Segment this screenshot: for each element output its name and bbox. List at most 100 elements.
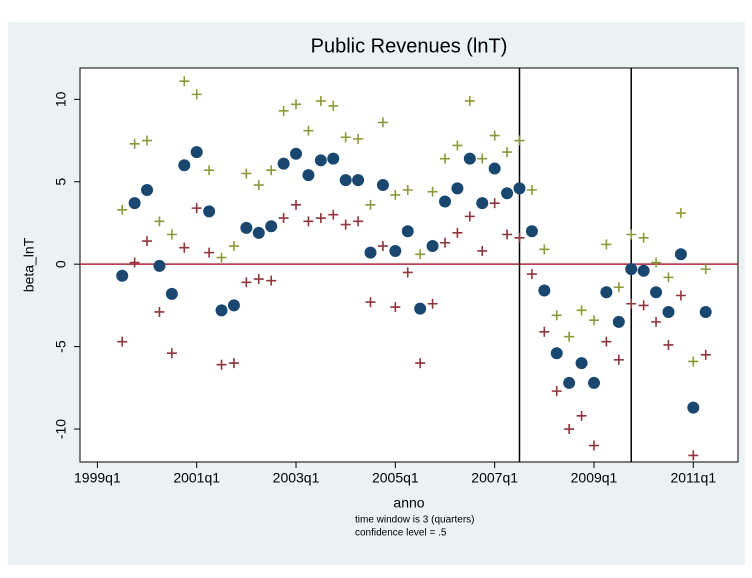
point xyxy=(128,197,141,210)
point xyxy=(291,199,302,210)
point xyxy=(141,183,154,196)
point xyxy=(687,401,700,414)
point xyxy=(129,138,140,149)
point xyxy=(663,272,674,283)
point xyxy=(613,354,624,365)
point xyxy=(662,305,675,318)
point xyxy=(340,132,351,143)
point xyxy=(587,376,600,389)
point xyxy=(563,376,576,389)
point xyxy=(179,242,190,253)
point xyxy=(477,245,488,256)
point xyxy=(390,189,401,200)
point xyxy=(464,95,475,106)
point xyxy=(575,357,588,370)
point xyxy=(129,257,140,268)
point xyxy=(514,135,525,146)
point xyxy=(327,152,340,165)
point xyxy=(488,162,501,175)
x-tick-label: 2005q1 xyxy=(372,470,419,486)
point xyxy=(699,305,712,318)
point xyxy=(278,213,289,224)
point xyxy=(328,209,339,220)
point xyxy=(551,310,562,321)
x-tick-label: 2007q1 xyxy=(471,470,518,486)
y-axis-label: beta_lnT xyxy=(21,237,37,292)
point xyxy=(476,197,489,210)
point xyxy=(601,239,612,250)
point xyxy=(551,386,562,397)
point xyxy=(216,252,227,263)
point xyxy=(253,274,264,285)
point xyxy=(625,263,638,276)
point xyxy=(452,227,463,238)
point xyxy=(240,221,253,234)
point xyxy=(451,182,464,195)
point xyxy=(364,246,377,259)
point xyxy=(651,316,662,327)
point xyxy=(674,248,687,261)
point xyxy=(526,269,537,280)
chart-title: Public Revenues (lnT) xyxy=(311,35,508,57)
point xyxy=(314,154,327,167)
point xyxy=(117,336,128,347)
point xyxy=(415,358,426,369)
point xyxy=(637,264,650,277)
note: time window is 3 (quarters) xyxy=(355,515,474,526)
point xyxy=(402,184,413,195)
point xyxy=(426,240,439,253)
point xyxy=(227,299,240,312)
point xyxy=(588,440,599,451)
y-tick-label: 5 xyxy=(53,178,69,186)
point xyxy=(564,424,575,435)
point xyxy=(688,450,699,461)
x-tick-label: 2009q1 xyxy=(571,470,618,486)
point xyxy=(154,306,165,317)
point xyxy=(601,336,612,347)
point xyxy=(439,195,452,208)
point xyxy=(328,100,339,111)
point xyxy=(402,267,413,278)
point xyxy=(576,410,587,421)
point xyxy=(377,241,388,252)
point xyxy=(142,236,153,247)
point xyxy=(179,76,190,87)
point xyxy=(166,348,177,359)
point xyxy=(241,277,252,288)
point xyxy=(266,165,277,176)
point xyxy=(154,216,165,227)
point xyxy=(613,282,624,293)
point xyxy=(165,287,178,300)
point xyxy=(638,232,649,243)
x-axis-label: anno xyxy=(393,495,424,511)
point xyxy=(513,182,526,195)
point xyxy=(525,225,538,238)
x-tick-label: 2001q1 xyxy=(173,470,220,486)
point xyxy=(502,147,513,158)
point xyxy=(353,216,364,227)
point xyxy=(290,147,303,160)
point xyxy=(588,315,599,326)
point xyxy=(352,174,365,187)
point xyxy=(166,229,177,240)
point xyxy=(142,135,153,146)
point xyxy=(228,241,239,252)
point xyxy=(353,133,364,144)
point xyxy=(650,286,663,299)
point xyxy=(278,105,289,116)
x-tick-label: 2003q1 xyxy=(273,470,320,486)
point xyxy=(153,259,166,272)
point xyxy=(700,349,711,360)
note: confidence level = .5 xyxy=(355,528,447,539)
point xyxy=(489,198,500,209)
point xyxy=(564,331,575,342)
point xyxy=(700,264,711,275)
y-tick-label: -5 xyxy=(53,340,69,353)
point xyxy=(365,297,376,308)
point xyxy=(688,356,699,367)
point xyxy=(440,153,451,164)
point xyxy=(204,165,215,176)
point xyxy=(117,204,128,215)
point xyxy=(440,237,451,248)
